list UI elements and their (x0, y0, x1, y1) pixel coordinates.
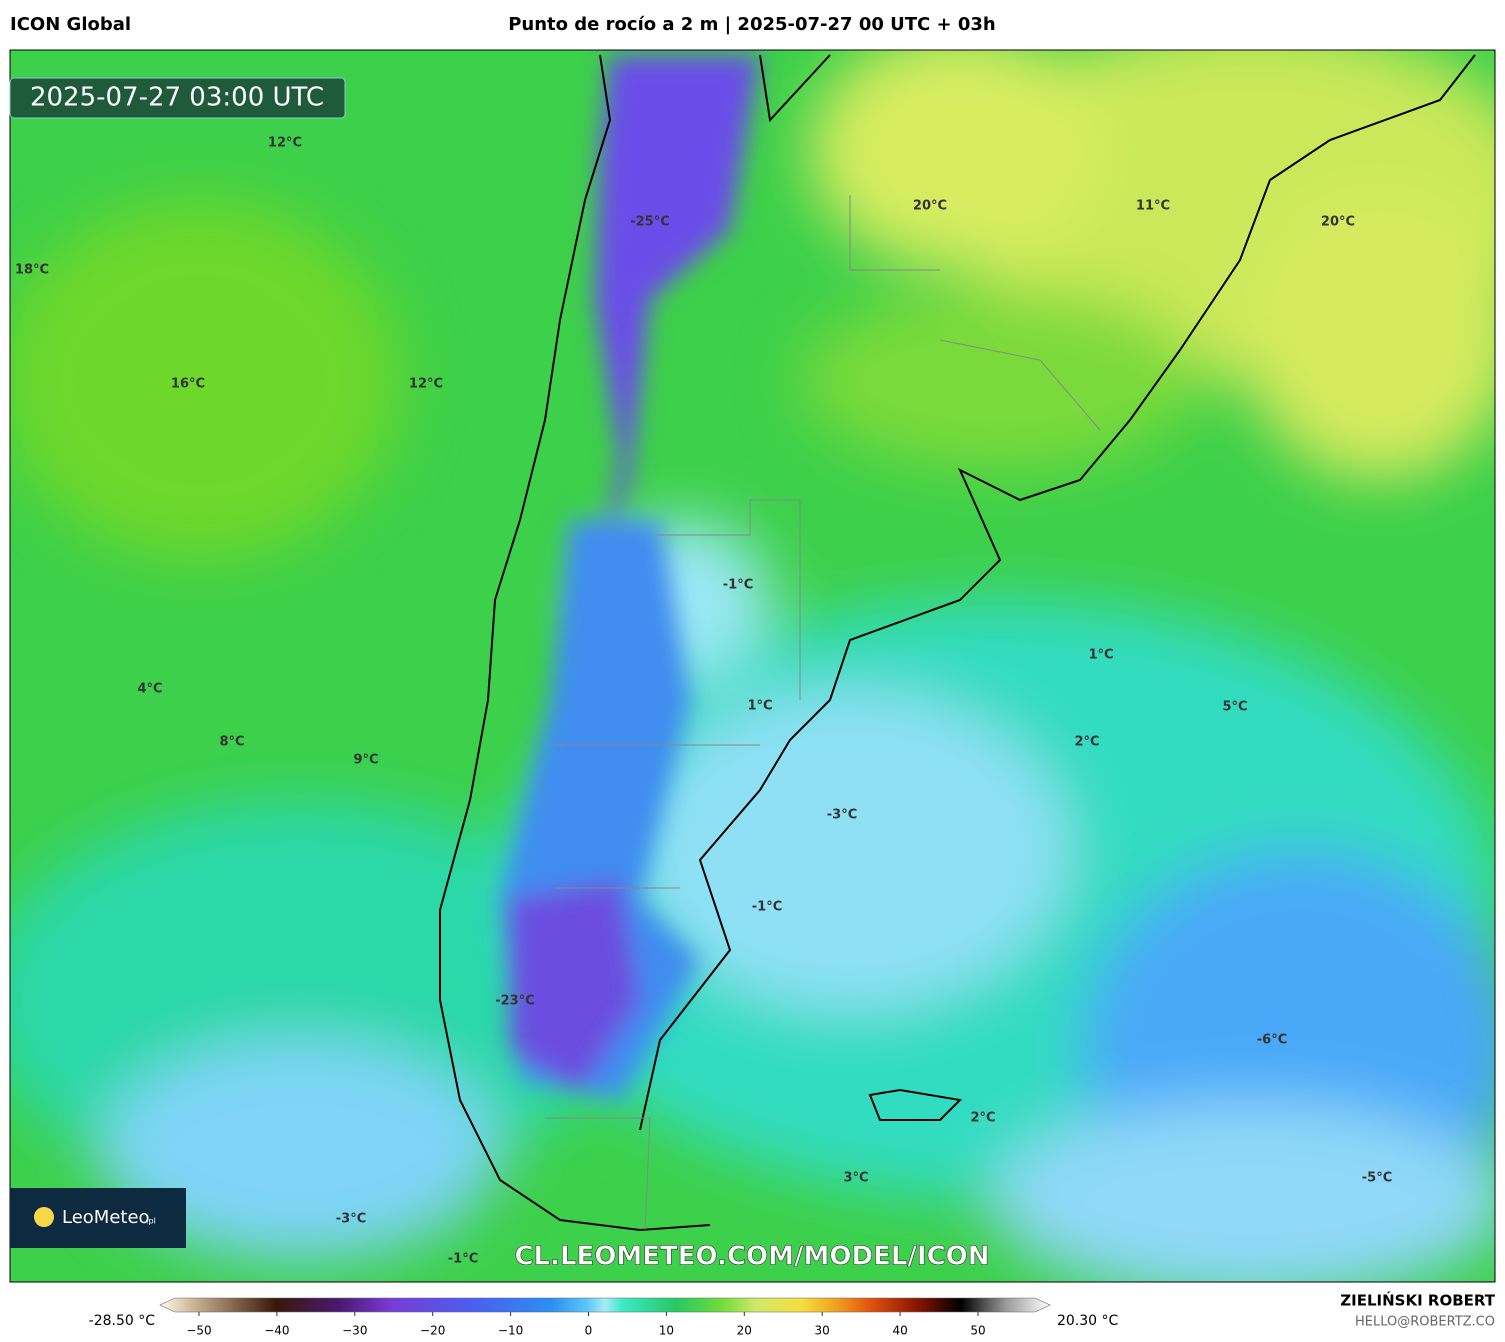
logo-name: LeoMeteo (62, 1207, 150, 1228)
temp-label: 9°C (353, 753, 378, 768)
temp-label: 20°C (1321, 215, 1355, 230)
timestamp-box (9, 77, 346, 119)
temp-label: 16°C (171, 377, 205, 392)
temp-label: 8°C (219, 735, 244, 750)
model-name: ICON Global (10, 14, 131, 35)
temp-label: -23°C (495, 994, 535, 1009)
colorbar-ticks: −50 −40 −30 −20 −10 0 10 20 30 40 50 (186, 1312, 986, 1338)
map-frame (9, 49, 1496, 1283)
colorbar-tick-label: −40 (264, 1324, 289, 1338)
colorbar-tick-label: 30 (815, 1324, 830, 1338)
colorbar-tick-label: −30 (342, 1324, 367, 1338)
temp-label: 2°C (970, 1111, 995, 1126)
temp-label: -25°C (630, 215, 670, 230)
colorbar-tick-label: −50 (186, 1324, 211, 1338)
colorbar-tick-label: 0 (585, 1324, 593, 1338)
temp-label: -6°C (1257, 1033, 1287, 1048)
temp-label: 12°C (409, 377, 443, 392)
colorbar-tick-label: 10 (659, 1324, 674, 1338)
logo-suffix: .pl (146, 1217, 156, 1226)
temp-label: -3°C (827, 808, 857, 823)
colorbar-min: -28.50 °C (89, 1313, 156, 1329)
temp-label: 18°C (15, 263, 49, 278)
field (10, 50, 1495, 1282)
temp-label: 11°C (1136, 199, 1170, 214)
temp-label: -1°C (752, 900, 782, 915)
colorbar-tick-label: −20 (420, 1324, 445, 1338)
temp-label: 5°C (1222, 700, 1247, 715)
email: HELLO@ROBERTZ.CO (1355, 1315, 1495, 1330)
colorbar-tick-label: −10 (498, 1324, 523, 1338)
temp-label: -1°C (448, 1252, 478, 1267)
temp-label: -5°C (1362, 1171, 1392, 1186)
temp-label: 1°C (747, 699, 772, 714)
map-labels: 12°C 18°C 16°C 12°C -25°C 20°C 11°C 20°C -1°C 1°C… (15, 136, 1392, 1267)
author: ZIELIŃSKI ROBERT (1340, 1291, 1495, 1310)
temp-label: 2°C (1074, 735, 1099, 750)
temp-label: 1°C (1088, 648, 1113, 663)
colorbar-tick-label: 50 (970, 1324, 985, 1338)
logo-sun (34, 1207, 54, 1227)
temp-label: 4°C (137, 682, 162, 697)
colorbar (159, 1297, 1051, 1313)
temp-label: 20°C (913, 199, 947, 214)
colorbar-tick-label: 20 (737, 1324, 752, 1338)
colorbar-tick-label: 40 (892, 1324, 907, 1338)
temp-label: -1°C (723, 578, 753, 593)
borders (545, 195, 1101, 1231)
temp-label: 12°C (268, 136, 302, 151)
watermark: CL.LEOMETEO.COM/MODEL/ICON (514, 1242, 989, 1272)
coastline (439, 54, 1476, 1232)
timestamp: 2025-07-27 03:00 UTC (30, 83, 324, 113)
temp-label: 3°C (843, 1171, 868, 1186)
colorbar-max: 20.30 °C (1057, 1313, 1119, 1329)
map-title: Punto de rocío a 2 m | 2025-07-27 00 UTC… (508, 14, 996, 35)
temp-label: -3°C (336, 1212, 366, 1227)
